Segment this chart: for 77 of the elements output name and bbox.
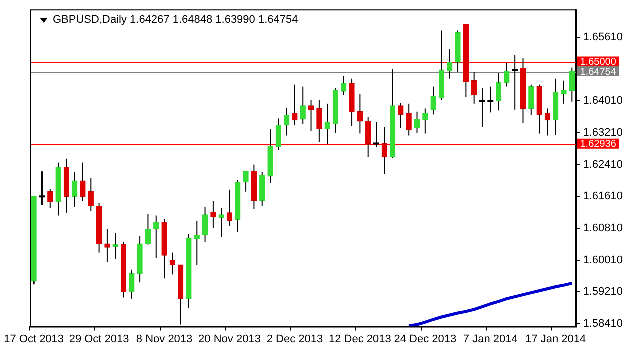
candlestick <box>56 162 62 216</box>
chart-title: GBPUSD,Daily 1.64267 1.64848 1.63990 1.64754 <box>53 14 298 26</box>
x-tick-label: 8 Nov 2013 <box>136 333 193 346</box>
candlestick <box>202 206 208 243</box>
candlestick <box>422 108 428 134</box>
candlestick <box>357 94 364 134</box>
candlestick <box>194 220 200 266</box>
candlestick <box>276 118 282 151</box>
candlestick <box>414 111 420 134</box>
candlestick <box>536 84 542 134</box>
candlestick <box>162 218 168 280</box>
x-tick-label: 24 Dec 2013 <box>394 333 457 346</box>
candlestick <box>186 234 192 309</box>
candlestick <box>553 78 559 136</box>
candlestick <box>260 172 266 207</box>
candlestick <box>129 269 135 300</box>
ref-line-label: 1.64754 <box>580 66 617 78</box>
y-tick-label: 1.61610 <box>583 190 624 203</box>
y-tick-label: 1.59210 <box>583 286 624 298</box>
ref-line-label: 1.65000 <box>580 56 617 68</box>
candlestick <box>72 172 78 208</box>
candlestick <box>406 103 412 136</box>
candlestick <box>96 202 102 254</box>
candlestick <box>104 228 110 263</box>
candlestick <box>520 58 526 124</box>
candlestick <box>341 76 347 96</box>
candlestick <box>324 103 330 146</box>
candlestick <box>210 200 216 229</box>
candlestick <box>316 100 322 144</box>
candlestick <box>382 126 388 175</box>
y-tick-label: 1.60810 <box>583 222 624 235</box>
candlestick <box>48 188 54 209</box>
candlestick <box>154 215 160 259</box>
candlestick <box>366 116 372 158</box>
x-tick-label: 17 Oct 2013 <box>4 333 64 346</box>
candlestick <box>300 86 306 125</box>
candlestick <box>438 30 445 101</box>
x-tick-label: 7 Jan 2014 <box>463 333 518 346</box>
candlestick <box>218 208 224 238</box>
candlestick <box>504 62 510 88</box>
candlestick <box>528 84 534 116</box>
x-tick-label: 12 Dec 2013 <box>328 333 392 346</box>
x-tick-label: 2 Dec 2013 <box>266 333 324 346</box>
candlestick <box>455 30 461 73</box>
candlestick <box>137 236 143 284</box>
candlestick <box>332 88 339 134</box>
candlestick <box>398 102 404 129</box>
candlestick <box>268 128 274 184</box>
y-tick-label: 1.62410 <box>583 158 624 171</box>
y-tick-label: 1.64010 <box>583 95 624 108</box>
x-tick-label: 29 Oct 2013 <box>69 333 130 346</box>
candlestick <box>292 84 298 126</box>
candlestick <box>430 86 436 116</box>
candlestick <box>544 108 551 136</box>
candlestick <box>308 100 314 132</box>
y-tick-label: 1.58410 <box>583 318 624 330</box>
ref-line-label: 1.62936 <box>580 139 617 150</box>
candlestick <box>447 48 453 80</box>
candlestick <box>120 242 127 298</box>
x-tick-label: 20 Nov 2013 <box>198 333 261 346</box>
candlestick <box>88 178 94 212</box>
candlestick <box>80 162 86 202</box>
candlestick <box>145 214 152 246</box>
candlestick <box>496 72 502 112</box>
x-tick-label: 17 Jan 2014 <box>526 333 586 346</box>
candlestick <box>226 189 233 228</box>
y-tick-label: 1.60010 <box>583 254 624 266</box>
candlestick <box>235 180 241 233</box>
candlestick <box>64 158 70 214</box>
candlestick <box>561 80 567 104</box>
y-tick-label: 1.63210 <box>583 127 624 140</box>
candlestick <box>349 78 355 127</box>
candlestick <box>170 252 176 276</box>
candlestick <box>472 72 478 104</box>
y-tick-label: 1.65610 <box>583 31 624 44</box>
candlestick <box>251 164 258 210</box>
candlestick <box>284 107 290 136</box>
